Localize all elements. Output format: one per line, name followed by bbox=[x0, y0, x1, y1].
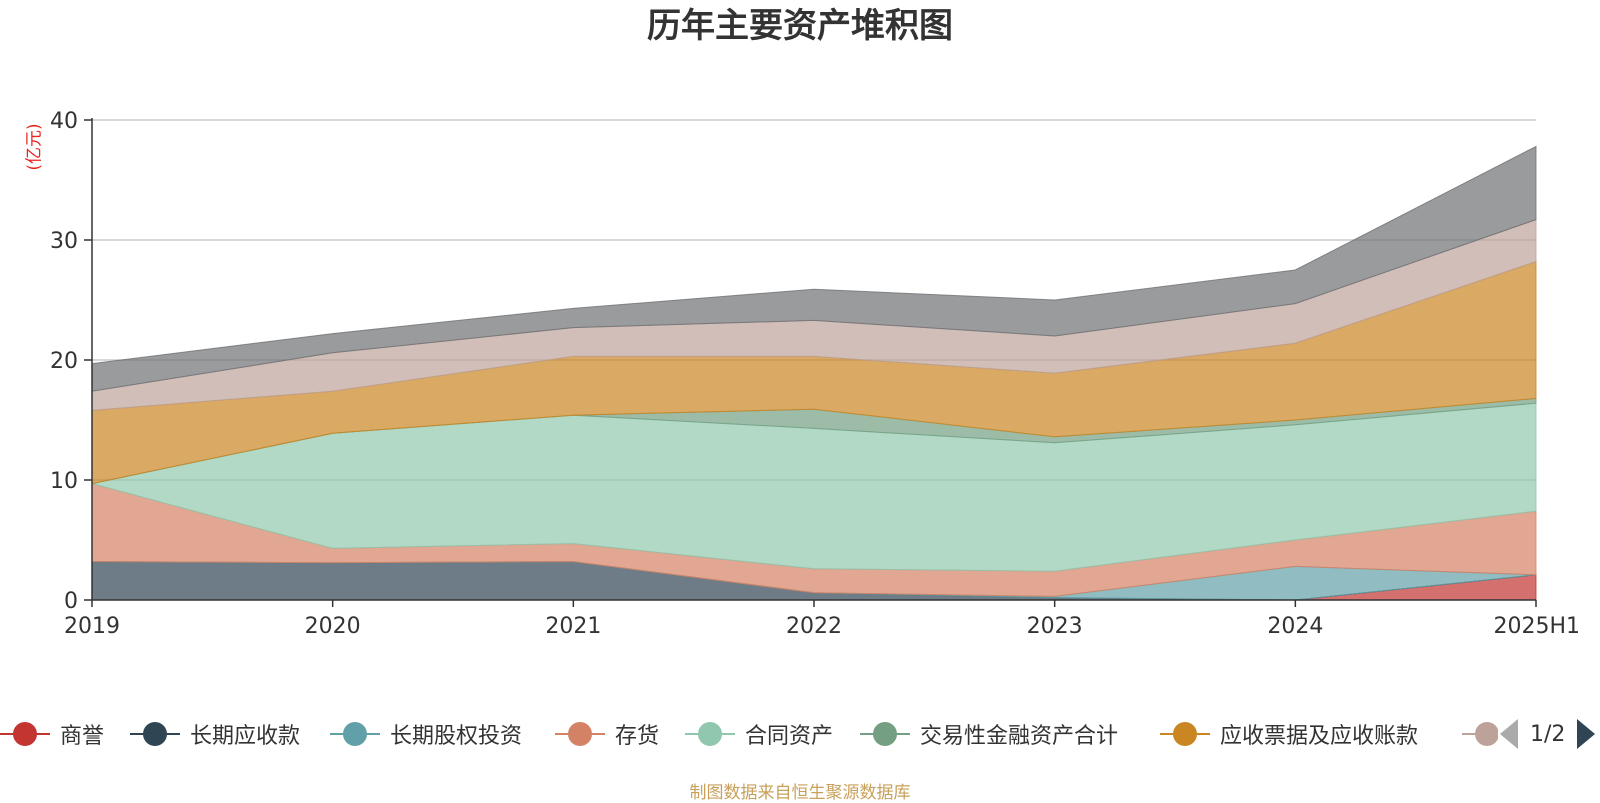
legend-next-icon[interactable] bbox=[1577, 719, 1596, 749]
legend: 商誉 长期应收款 长期股权投资 存货 合同资产 交易性金融资产合计 应收票据及应收账款 bbox=[0, 714, 1600, 754]
legend-item[interactable]: 长期应收款 bbox=[130, 714, 300, 754]
y-tick-label: 20 bbox=[50, 349, 78, 374]
legend-symbol-icon bbox=[1462, 721, 1498, 747]
legend-label: 商誉 bbox=[60, 724, 105, 749]
legend-symbol-icon bbox=[330, 721, 380, 747]
legend-item[interactable]: 长期股权投资 bbox=[330, 714, 522, 754]
legend-page-indicator: 1/2 bbox=[1530, 721, 1566, 747]
x-tick-label: 2020 bbox=[305, 614, 361, 639]
legend-label: 交易性金融资产合计 bbox=[920, 724, 1119, 749]
legend-item[interactable]: 交易性金融资产合计 bbox=[860, 714, 1118, 754]
stacked-area-chart: 0 10 20 30 40 2019 2020 2021 2022 2023 2024 2025H1 bbox=[50, 109, 1580, 639]
x-tick-label: 2023 bbox=[1027, 614, 1083, 639]
x-tick-label: 2022 bbox=[786, 614, 842, 639]
chart-title: 历年主要资产堆积图 bbox=[647, 6, 953, 46]
legend-pager: 1/2 bbox=[1500, 718, 1600, 750]
legend-label: 合同资产 bbox=[745, 724, 834, 749]
axes: 0 10 20 30 40 2019 2020 2021 2022 2023 2024 2025H1 bbox=[50, 109, 1580, 639]
legend-item[interactable]: 存货 bbox=[555, 714, 659, 754]
y-tick-label: 10 bbox=[50, 469, 78, 494]
data-source-note: 制图数据来自恒生聚源数据库 bbox=[689, 783, 911, 803]
legend-item-partial[interactable] bbox=[1462, 714, 1498, 754]
legend-label: 长期股权投资 bbox=[390, 724, 523, 749]
x-tick-label: 2025H1 bbox=[1493, 614, 1580, 639]
legend-prev-icon[interactable] bbox=[1500, 719, 1518, 749]
y-tick-label: 30 bbox=[50, 229, 78, 254]
legend-symbol-icon bbox=[0, 721, 50, 747]
legend-item[interactable]: 应收票据及应收账款 bbox=[1160, 714, 1418, 754]
legend-label: 长期应收款 bbox=[190, 724, 301, 749]
legend-label: 存货 bbox=[615, 724, 660, 749]
legend-symbol-icon bbox=[555, 721, 605, 747]
legend-item[interactable]: 合同资产 bbox=[685, 714, 833, 754]
y-tick-label: 40 bbox=[50, 109, 78, 134]
y-tick-label: 0 bbox=[64, 589, 78, 614]
legend-item[interactable]: 商誉 bbox=[0, 714, 104, 754]
area-series bbox=[91, 145, 1537, 601]
area-series-8 bbox=[91, 145, 1537, 392]
legend-symbol-icon bbox=[130, 721, 180, 747]
legend-symbol-icon bbox=[1160, 721, 1210, 747]
legend-label: 应收票据及应收账款 bbox=[1220, 724, 1419, 749]
legend-symbol-icon bbox=[685, 721, 735, 747]
x-tick-label: 2021 bbox=[545, 614, 601, 639]
legend-symbol-icon bbox=[860, 721, 910, 747]
x-tick-label: 2019 bbox=[64, 614, 120, 639]
x-tick-label: 2024 bbox=[1267, 614, 1323, 639]
